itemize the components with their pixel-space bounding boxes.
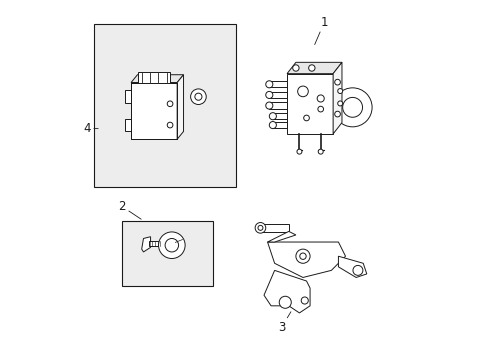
Polygon shape: [264, 270, 309, 313]
Circle shape: [297, 86, 307, 97]
Circle shape: [255, 222, 265, 233]
Polygon shape: [142, 237, 150, 252]
Circle shape: [190, 89, 206, 104]
Polygon shape: [267, 231, 295, 242]
Text: 3: 3: [278, 312, 290, 334]
Circle shape: [352, 265, 362, 275]
Polygon shape: [124, 90, 131, 103]
Bar: [286, 74, 332, 134]
Polygon shape: [131, 75, 183, 82]
Polygon shape: [131, 82, 177, 139]
Circle shape: [334, 111, 340, 117]
Circle shape: [296, 149, 301, 154]
Polygon shape: [177, 75, 183, 139]
Ellipse shape: [165, 238, 178, 252]
Polygon shape: [286, 62, 341, 74]
Circle shape: [317, 95, 324, 102]
Polygon shape: [269, 102, 286, 109]
Circle shape: [269, 113, 276, 120]
Text: 4: 4: [83, 122, 98, 135]
Bar: [122, 221, 212, 286]
Circle shape: [301, 297, 307, 304]
Polygon shape: [267, 242, 345, 278]
Polygon shape: [124, 119, 131, 131]
Polygon shape: [148, 241, 161, 246]
Text: 2: 2: [118, 200, 141, 219]
Circle shape: [265, 102, 272, 109]
Circle shape: [295, 249, 309, 263]
Circle shape: [334, 79, 340, 85]
Polygon shape: [338, 256, 366, 278]
Polygon shape: [269, 81, 286, 87]
Circle shape: [317, 106, 323, 112]
Circle shape: [265, 81, 272, 88]
Ellipse shape: [158, 232, 185, 258]
Circle shape: [195, 93, 202, 100]
Circle shape: [167, 122, 173, 128]
Circle shape: [265, 91, 272, 99]
Circle shape: [279, 296, 291, 308]
Circle shape: [337, 89, 342, 94]
Circle shape: [332, 88, 371, 127]
Bar: [94, 24, 235, 187]
Circle shape: [292, 65, 299, 71]
Circle shape: [337, 101, 342, 106]
Text: 1: 1: [314, 16, 327, 45]
Circle shape: [342, 98, 362, 117]
Polygon shape: [138, 72, 170, 82]
Circle shape: [258, 225, 263, 230]
Circle shape: [269, 122, 276, 129]
Circle shape: [303, 115, 309, 121]
Polygon shape: [269, 92, 286, 98]
Circle shape: [308, 65, 314, 71]
Circle shape: [167, 101, 173, 107]
Polygon shape: [272, 113, 286, 120]
Circle shape: [318, 149, 323, 154]
Circle shape: [299, 253, 305, 260]
Polygon shape: [272, 122, 286, 128]
Polygon shape: [332, 62, 341, 134]
Polygon shape: [260, 224, 288, 232]
